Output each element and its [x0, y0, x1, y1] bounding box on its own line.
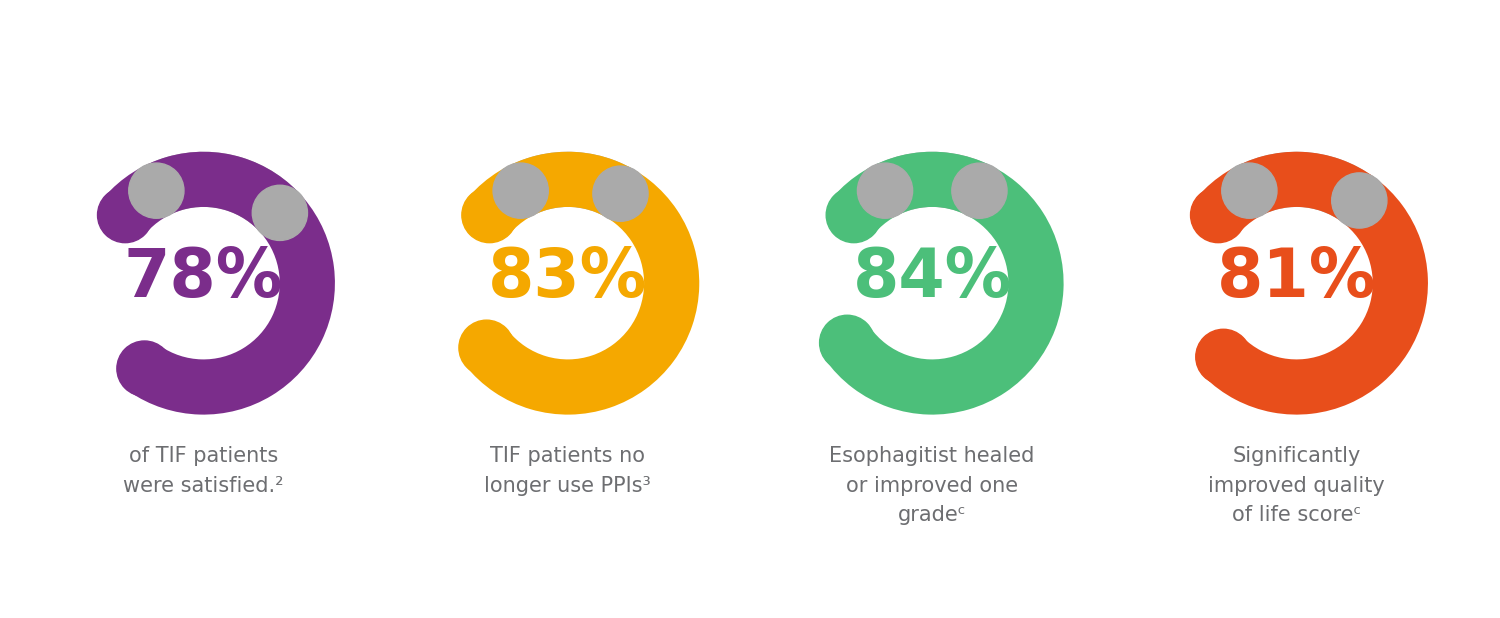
Circle shape: [1332, 173, 1388, 228]
Circle shape: [827, 187, 882, 243]
Circle shape: [459, 320, 514, 375]
Text: 81%: 81%: [1216, 245, 1377, 311]
Circle shape: [252, 185, 308, 240]
Circle shape: [819, 315, 874, 370]
Circle shape: [858, 163, 912, 218]
Wedge shape: [465, 152, 699, 415]
Text: of TIF patients
were satisfied.²: of TIF patients were satisfied.²: [123, 446, 284, 496]
Circle shape: [592, 166, 648, 221]
Wedge shape: [1238, 152, 1376, 222]
Wedge shape: [873, 152, 992, 215]
Circle shape: [952, 163, 1006, 218]
Wedge shape: [105, 152, 334, 415]
Circle shape: [1191, 187, 1245, 243]
Wedge shape: [825, 152, 1064, 415]
Text: Significantly
improved quality
of life scoreᶜ: Significantly improved quality of life s…: [1208, 446, 1384, 525]
Text: TIF patients no
longer use PPIs³: TIF patients no longer use PPIs³: [484, 446, 651, 496]
Text: 83%: 83%: [488, 245, 648, 311]
Wedge shape: [144, 152, 300, 232]
Wedge shape: [509, 152, 634, 218]
Circle shape: [1196, 329, 1251, 384]
Text: 84%: 84%: [852, 245, 1012, 311]
Circle shape: [462, 187, 518, 243]
Text: Esophagitist healed
or improved one
gradeᶜ: Esophagitist healed or improved one grad…: [830, 446, 1035, 525]
Circle shape: [98, 187, 153, 243]
Circle shape: [494, 163, 549, 218]
Circle shape: [1222, 163, 1276, 218]
Text: 78%: 78%: [123, 245, 284, 311]
Wedge shape: [1197, 152, 1428, 415]
Circle shape: [129, 163, 184, 218]
Circle shape: [117, 341, 172, 396]
